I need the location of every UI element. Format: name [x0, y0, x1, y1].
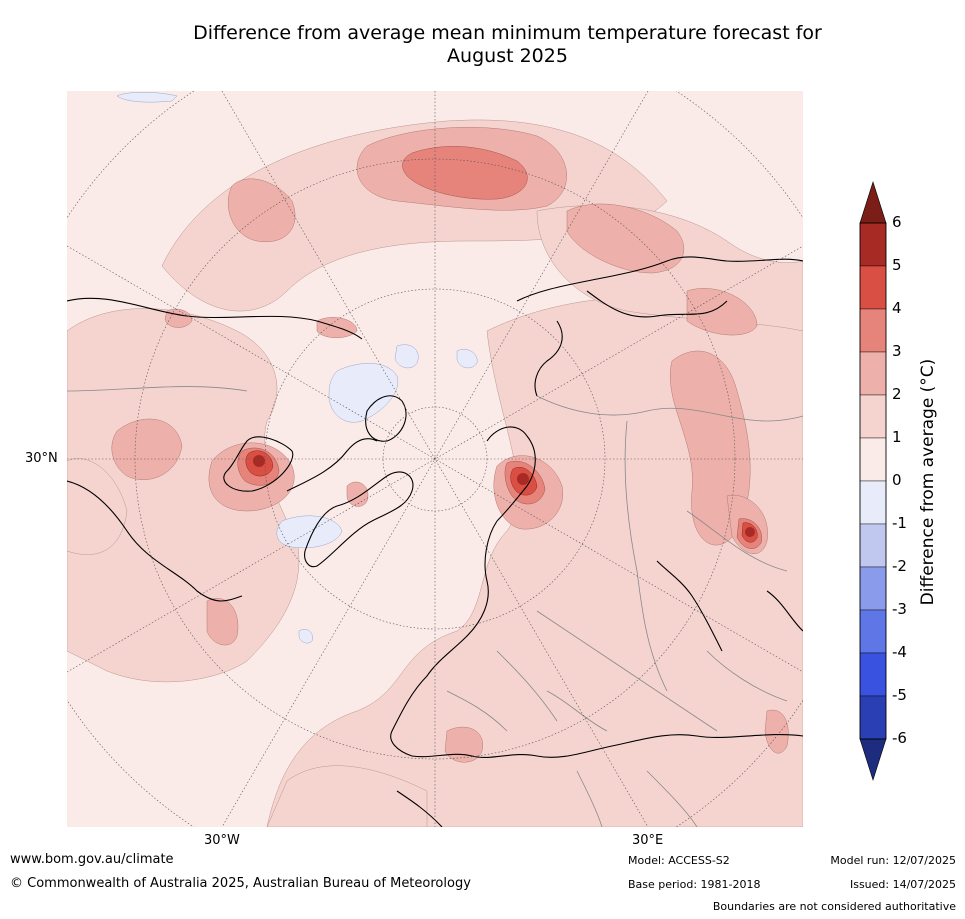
- colorbar-bins: [859, 222, 887, 740]
- colorbar-bin: [859, 523, 887, 568]
- colorbar-tick-label: 4: [892, 299, 902, 317]
- colorbar-tick-label: -1: [892, 514, 907, 532]
- colorbar-bin: [859, 265, 887, 310]
- map-title: Difference from average mean minimum tem…: [0, 22, 965, 68]
- colorbar-tick-label: 5: [892, 256, 902, 274]
- colorbar: [855, 180, 891, 786]
- colorbar-under-arrow: [859, 738, 887, 781]
- colorbar-tick-label: -5: [892, 686, 907, 704]
- colorbar-tick-label: -3: [892, 600, 907, 618]
- footer-model: Model: ACCESS-S2: [628, 854, 730, 867]
- colorbar-bin: [859, 480, 887, 525]
- colorbar-bin: [859, 652, 887, 697]
- colorbar-bin: [859, 609, 887, 654]
- anomaly-1-2-regions: [67, 119, 803, 827]
- colorbar-bin: [859, 351, 887, 396]
- colorbar-bin: [859, 437, 887, 482]
- lon-label-30e: 30°E: [632, 833, 664, 848]
- colorbar-svg: [859, 181, 887, 781]
- title-line-1: Difference from average mean minimum tem…: [193, 22, 822, 44]
- colorbar-outline: [859, 222, 887, 740]
- colorbar-title: Difference from average (°C): [918, 358, 938, 606]
- footer-website: www.bom.gov.au/climate: [10, 852, 174, 867]
- footer-base-period: Base period: 1981-2018: [628, 878, 761, 891]
- colorbar-bin: [859, 695, 887, 740]
- colorbar-tick-label: 6: [892, 213, 902, 231]
- colorbar-tick-label: 3: [892, 342, 902, 360]
- colorbar-over-arrow: [859, 181, 887, 224]
- lon-label-30w: 30°W: [204, 833, 240, 848]
- colorbar-bin: [859, 566, 887, 611]
- graticule: [67, 91, 803, 827]
- map-svg: [67, 91, 803, 827]
- colorbar-bin: [859, 394, 887, 439]
- footer-issued: Issued: 14/07/2025: [849, 878, 956, 891]
- anomaly-5-6-regions: [253, 455, 755, 537]
- colorbar-tick-label: 1: [892, 428, 902, 446]
- title-line-2: August 2025: [447, 45, 568, 67]
- colorbar-bin: [859, 222, 887, 267]
- country-borders: [67, 386, 803, 827]
- colorbar-tick-label: 2: [892, 385, 902, 403]
- forecast-map: [67, 91, 803, 827]
- coastlines: [67, 256, 803, 827]
- colorbar-bin: [859, 308, 887, 353]
- colorbar-tick-label: -4: [892, 643, 907, 661]
- lat-label-30n: 30°N: [25, 451, 58, 466]
- colorbar-tick-label: -6: [892, 729, 907, 747]
- footer-disclaimer: Boundaries are not considered authoritat…: [712, 900, 956, 913]
- footer-model-run: Model run: 12/07/2025: [830, 854, 956, 867]
- colorbar-tick-label: -2: [892, 557, 907, 575]
- footer-copyright: © Commonwealth of Australia 2025, Austra…: [10, 876, 471, 891]
- colorbar-tick-label: 0: [892, 471, 902, 489]
